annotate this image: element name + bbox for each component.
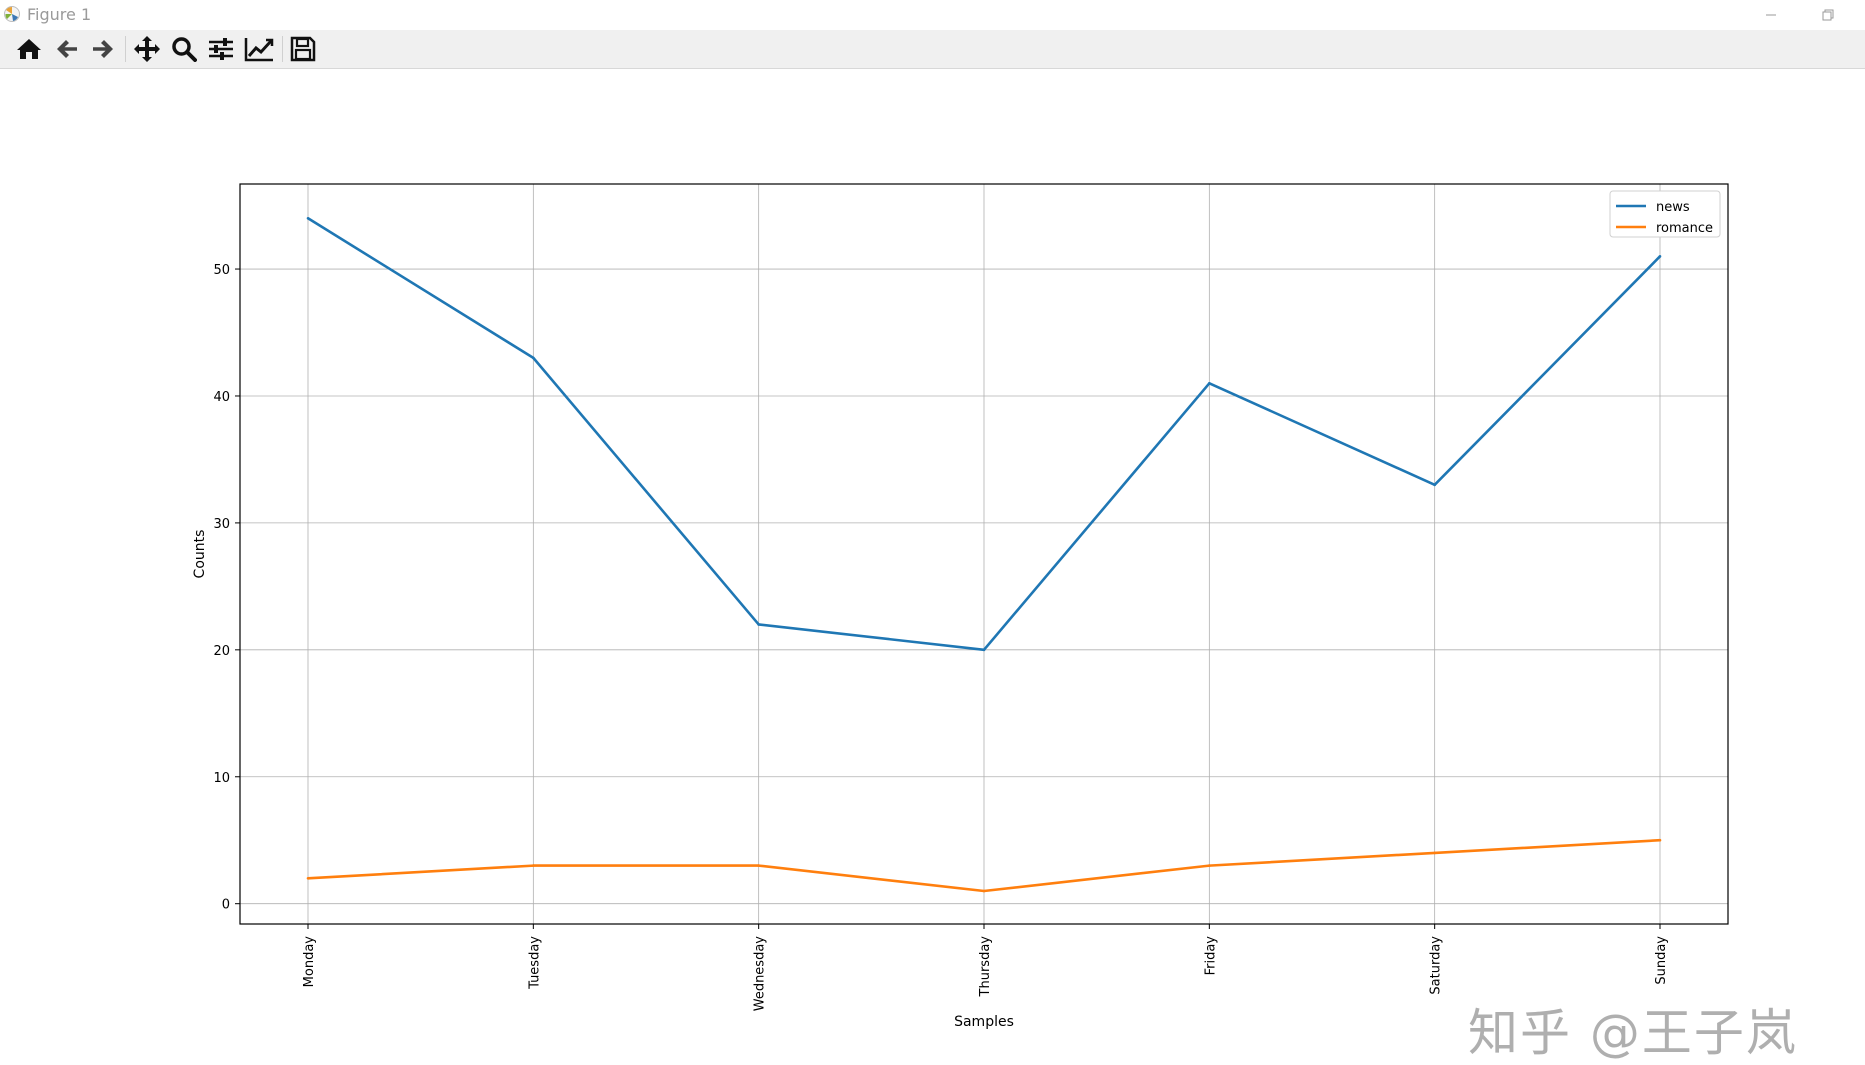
legend-box — [1609, 190, 1721, 238]
legend-label-romance: romance — [1656, 221, 1713, 236]
title-bar: Figure 1 — [0, 0, 1865, 30]
data-point-romance — [306, 877, 310, 880]
move-icon — [134, 36, 160, 62]
restore-button[interactable] — [1805, 0, 1851, 30]
save-button[interactable] — [287, 34, 319, 64]
ticks: Monday Tuesday Wednesday Thursday Friday Satu… — [213, 263, 1669, 1011]
y-tick-label: 10 — [213, 771, 230, 786]
data-point-romance — [1433, 851, 1436, 855]
x-tick-label: Wednesday — [753, 936, 768, 1012]
window-title: Figure 1 — [27, 5, 92, 24]
x-tick-label: Saturday — [1429, 936, 1444, 995]
home-icon — [17, 39, 41, 59]
x-tick-label: Friday — [1203, 936, 1218, 976]
home-button[interactable] — [13, 34, 45, 64]
data-point-romance — [757, 864, 760, 867]
x-tick-label: Sunday — [1654, 936, 1669, 985]
data-point-news — [982, 648, 986, 652]
data-point-romance — [1208, 864, 1211, 867]
data-point-news — [1433, 483, 1436, 487]
data-point-news — [306, 216, 310, 220]
arrow-right-icon — [93, 40, 113, 58]
y-tick-label: 20 — [213, 644, 230, 659]
y-tick-label: 0 — [222, 898, 230, 913]
legend-label-news: news — [1656, 200, 1690, 215]
figure-canvas[interactable]: Monday Tuesday Wednesday Thursday Friday Satu… — [0, 69, 1865, 1062]
y-tick-label: 50 — [213, 263, 230, 278]
toolbar-separator — [282, 36, 283, 62]
x-axis-label: Samples — [954, 1014, 1014, 1030]
minimize-icon — [1766, 14, 1776, 16]
minimize-button[interactable] — [1748, 0, 1794, 30]
pan-button[interactable] — [131, 34, 163, 64]
data-point-news — [532, 356, 535, 360]
line-chart-icon — [244, 38, 274, 62]
matplotlib-app-icon — [4, 6, 20, 22]
watermark: 知乎 @王子岚 — [1468, 1004, 1798, 1062]
y-tick-label: 30 — [213, 517, 230, 532]
back-button[interactable] — [51, 34, 83, 64]
x-tick-label: Tuesday — [527, 936, 542, 990]
line-chart: Monday Tuesday Wednesday Thursday Friday Satu… — [192, 183, 1729, 1030]
restore-icon — [1822, 9, 1834, 21]
x-tick-label: Monday — [302, 936, 317, 988]
arrow-left-icon — [57, 40, 77, 58]
subplots-button[interactable] — [205, 34, 237, 64]
data-point-news — [757, 623, 760, 626]
zoom-button[interactable] — [168, 34, 200, 64]
x-tick-label: Thursday — [978, 936, 993, 998]
y-axis-label: Counts — [192, 530, 208, 579]
data-point-news — [1208, 381, 1211, 385]
data-point-news — [1658, 255, 1662, 258]
legend: news romance — [1609, 190, 1721, 238]
grid — [240, 184, 1728, 924]
sliders-icon — [209, 38, 233, 60]
series-lines — [306, 216, 1662, 893]
magnifier-icon — [172, 37, 197, 62]
edit-axis-button[interactable] — [243, 34, 275, 64]
toolbar-separator — [125, 36, 126, 62]
data-point-romance — [982, 889, 986, 893]
data-point-romance — [1658, 838, 1662, 842]
floppy-disk-icon — [290, 36, 316, 62]
forward-button[interactable] — [87, 34, 119, 64]
data-point-romance — [532, 864, 535, 867]
y-tick-label: 40 — [213, 390, 230, 405]
navigation-toolbar — [0, 30, 1865, 69]
